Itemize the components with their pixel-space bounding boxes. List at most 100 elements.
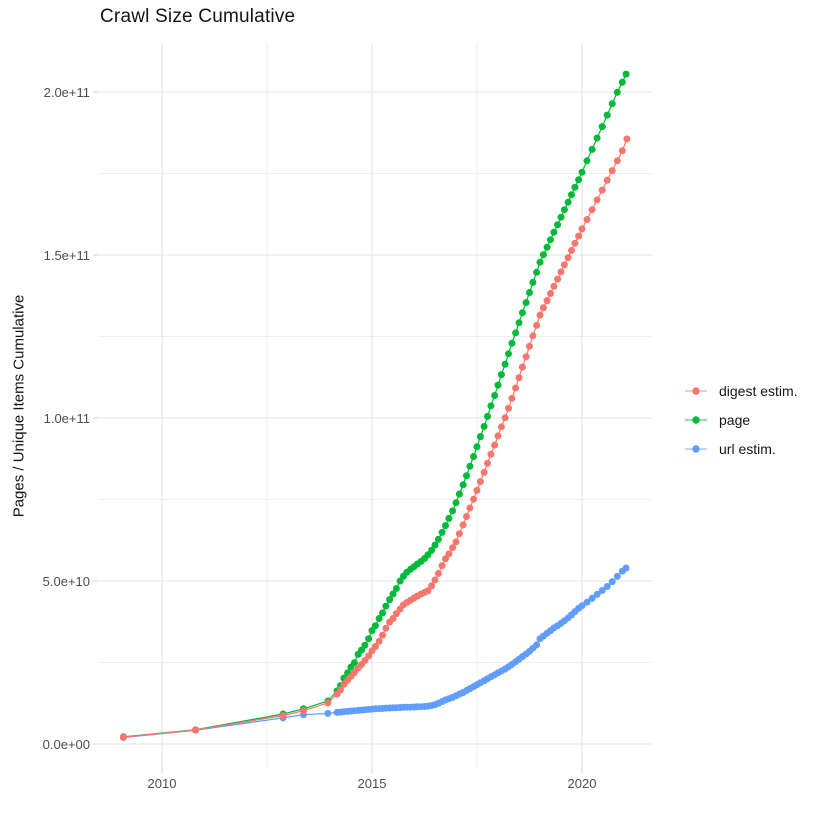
data-point <box>300 707 307 715</box>
legend-label-page: page <box>719 412 751 428</box>
data-point <box>529 332 537 340</box>
data-point <box>515 319 523 327</box>
data-point <box>392 585 400 592</box>
data-point <box>463 513 470 520</box>
legend-entry-url: url estim. <box>684 438 798 460</box>
data-point <box>455 490 463 498</box>
y-axis-title: Pages / Unique Items Cumulative <box>10 294 28 518</box>
data-point <box>578 168 586 176</box>
data-point <box>622 564 630 572</box>
data-point <box>119 733 127 741</box>
data-point <box>382 602 390 610</box>
legend-key-digest-icon <box>685 387 707 395</box>
y-tick-label: 0.0e+00 <box>42 736 90 752</box>
data-point <box>350 659 358 667</box>
data-point <box>431 541 439 549</box>
data-point <box>497 423 505 431</box>
data-point <box>578 602 586 610</box>
data-point <box>491 392 499 399</box>
data-point <box>487 402 495 410</box>
data-point <box>459 521 467 529</box>
data-point <box>526 342 533 350</box>
data-point <box>543 297 551 305</box>
data-point <box>473 443 481 451</box>
data-point <box>324 699 332 707</box>
data-point <box>361 641 369 649</box>
data-point <box>368 627 376 635</box>
data-point <box>533 641 541 649</box>
data-point <box>379 631 386 639</box>
data-point <box>557 268 565 276</box>
data-point <box>518 363 526 371</box>
data-point <box>533 268 541 276</box>
data-point <box>539 251 547 259</box>
data-point <box>379 609 386 617</box>
data-point <box>434 535 442 543</box>
data-point <box>598 123 606 131</box>
data-point <box>279 712 287 720</box>
data-point <box>618 78 626 86</box>
data-point <box>571 183 579 191</box>
data-point <box>470 495 478 503</box>
data-point <box>396 577 404 585</box>
data-point <box>608 578 616 586</box>
data-point <box>358 646 365 654</box>
y-tick-label: 1.0e+11 <box>43 410 90 426</box>
data-point <box>512 329 520 337</box>
data-point <box>389 615 397 622</box>
data-point <box>557 213 565 221</box>
data-point <box>554 275 562 283</box>
data-point <box>442 555 449 563</box>
data-point <box>365 652 373 660</box>
data-point <box>466 504 474 512</box>
data-point <box>593 134 601 142</box>
data-point <box>449 507 457 515</box>
data-point <box>365 635 373 643</box>
data-point <box>476 478 484 486</box>
data-point <box>484 412 491 420</box>
data-point <box>568 246 575 254</box>
data-point <box>554 221 562 229</box>
data-point <box>623 135 631 143</box>
data-point <box>593 196 601 204</box>
data-point <box>564 254 572 262</box>
legend: digest estim. page url estim. <box>684 380 798 467</box>
data-point <box>445 550 453 558</box>
data-point <box>459 481 467 489</box>
data-point <box>560 261 568 269</box>
data-point <box>497 371 505 379</box>
data-point <box>455 530 463 538</box>
data-point <box>449 544 457 552</box>
data-point <box>618 147 626 155</box>
data-point <box>583 216 591 223</box>
legend-label-url: url estim. <box>719 441 776 457</box>
data-point <box>371 622 379 630</box>
data-point <box>593 590 601 598</box>
data-point <box>518 309 526 317</box>
data-point <box>622 70 630 78</box>
data-point <box>508 394 516 402</box>
data-point <box>536 311 544 319</box>
data-point <box>613 88 621 96</box>
data-point <box>588 206 596 214</box>
x-tick-label: 2015 <box>357 776 387 791</box>
y-tick-label: 2.0e+11 <box>43 84 90 100</box>
legend-label-digest: digest estim. <box>719 383 798 399</box>
data-point <box>470 453 478 460</box>
data-point <box>501 360 509 368</box>
data-point <box>386 596 394 604</box>
data-point <box>438 528 446 536</box>
data-point <box>578 225 586 233</box>
data-point <box>501 414 509 422</box>
data-point <box>434 570 442 577</box>
data-point <box>382 624 390 632</box>
data-point <box>484 459 491 467</box>
data-point <box>428 546 436 554</box>
data-point <box>428 582 436 590</box>
data-point <box>442 522 449 530</box>
series-page <box>119 70 630 741</box>
data-point <box>375 637 383 645</box>
data-point <box>613 572 621 580</box>
data-point <box>598 587 606 594</box>
